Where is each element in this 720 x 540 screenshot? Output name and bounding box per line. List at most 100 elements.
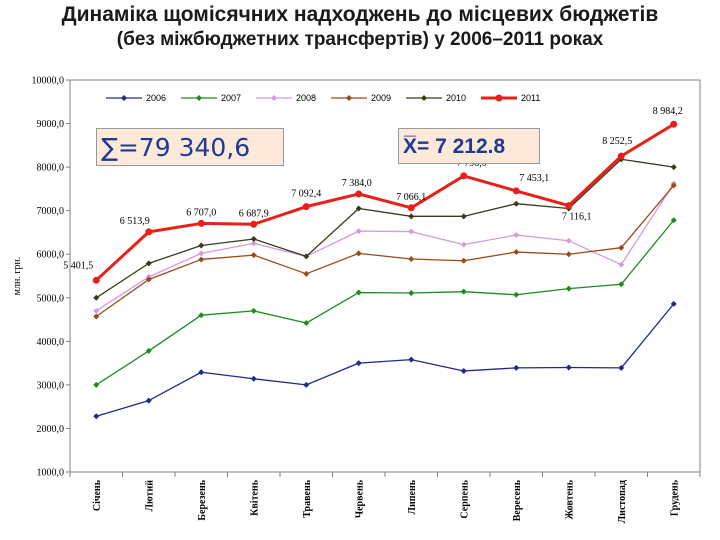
x-tick-label: Серпень (459, 479, 470, 518)
series-line-2010 (95, 158, 674, 299)
data-point (460, 257, 467, 264)
y-tick-label: 3000,0 (37, 380, 65, 391)
data-label: 7 384,0 (342, 178, 372, 189)
data-point (565, 237, 572, 244)
series-line-2009 (95, 184, 675, 318)
x-tick-label: Липень (407, 479, 418, 514)
data-point (355, 289, 362, 296)
data-point (250, 375, 257, 382)
data-point (670, 164, 677, 171)
data-point (513, 291, 520, 298)
legend-marker (346, 95, 352, 101)
data-point (250, 307, 257, 314)
data-point (355, 250, 362, 257)
data-point (93, 313, 100, 320)
data-point (513, 232, 520, 239)
legend-marker (421, 95, 427, 101)
legend-marker (271, 95, 277, 101)
legend-marker (495, 94, 503, 102)
data-point (250, 240, 257, 247)
data-label: 5 401,5 (63, 260, 93, 271)
x-tick-label: Жовтень (564, 479, 575, 519)
sum-box: ∑=79 340,6 (96, 128, 284, 166)
x-tick-label: Лютий (144, 480, 155, 512)
x-tick-label: Грудень (669, 479, 680, 516)
data-point (197, 219, 205, 227)
data-label: 8 984,2 (653, 106, 683, 117)
title-line-1: Динаміка щомісячних надходжень до місцев… (61, 3, 659, 26)
data-point (513, 200, 520, 207)
data-point (408, 256, 415, 263)
data-label: 7 116,1 (562, 212, 592, 223)
legend-label: 2008 (296, 93, 316, 103)
data-point (618, 281, 625, 288)
y-tick-label: 9000,0 (37, 119, 65, 130)
data-label: 8 252,5 (602, 136, 632, 147)
legend-label: 2009 (371, 93, 391, 103)
legend-label: 2006 (146, 93, 166, 103)
data-point (355, 228, 362, 235)
data-point (460, 172, 468, 180)
data-point (93, 294, 100, 301)
data-point (618, 244, 625, 251)
sum-symbol: ∑ (101, 133, 118, 162)
data-point (565, 364, 572, 371)
x-tick-label: Вересень (512, 479, 523, 521)
data-label: 7 066,1 (396, 192, 426, 203)
data-point (250, 235, 257, 242)
data-point (303, 381, 310, 388)
data-point (460, 241, 467, 248)
series-2006 (93, 300, 677, 420)
x-tick-label: Січень (92, 479, 103, 511)
legend-marker (196, 95, 202, 101)
data-point (670, 120, 678, 128)
data-point (408, 289, 415, 296)
data-point (618, 261, 625, 268)
data-point (303, 253, 310, 260)
data-point (618, 364, 625, 371)
legend-label: 2011 (521, 93, 540, 103)
data-point (670, 182, 677, 189)
data-point (460, 213, 467, 220)
data-point (513, 364, 520, 371)
data-point (198, 312, 205, 319)
data-point (145, 260, 152, 267)
x-tick-label: Червень (354, 479, 365, 518)
y-tick-label: 1000,0 (37, 468, 65, 479)
data-label: 6 513,9 (120, 216, 150, 227)
data-point (407, 204, 415, 212)
data-label: 6 707,0 (186, 207, 216, 218)
series-2010 (93, 156, 677, 301)
data-point (198, 369, 205, 376)
y-tick-label: 8000,0 (37, 163, 65, 174)
data-point (303, 270, 310, 277)
data-point (92, 276, 100, 284)
data-label: 6 687,9 (239, 208, 269, 219)
data-point (302, 203, 310, 211)
mean-value: = 7 212.8 (417, 135, 506, 158)
series-line-2008 (95, 183, 675, 312)
data-point (512, 187, 520, 195)
data-point (250, 220, 258, 228)
legend-label: 2010 (446, 93, 466, 103)
data-label: 7 092,4 (291, 189, 321, 200)
data-point (565, 202, 573, 210)
chart-title: Динаміка щомісячних надходжень до місцев… (0, 2, 720, 52)
mean-box: X̅= 7 212.8 (398, 128, 540, 164)
data-point (198, 250, 205, 257)
data-point (303, 320, 310, 327)
y-tick-label: 5000,0 (37, 293, 65, 304)
data-point (145, 276, 152, 283)
title-line-2: (без міжбюджетних трансфертів) у 2006–20… (116, 29, 604, 50)
data-point (198, 256, 205, 263)
y-tick-label: 7000,0 (37, 206, 65, 217)
legend-marker (121, 95, 127, 101)
y-tick-label: 4000,0 (37, 337, 65, 348)
data-point (145, 347, 152, 354)
data-point (670, 217, 677, 224)
data-point (617, 152, 625, 160)
data-point (355, 205, 362, 212)
data-point (513, 249, 520, 256)
data-point (145, 397, 152, 404)
